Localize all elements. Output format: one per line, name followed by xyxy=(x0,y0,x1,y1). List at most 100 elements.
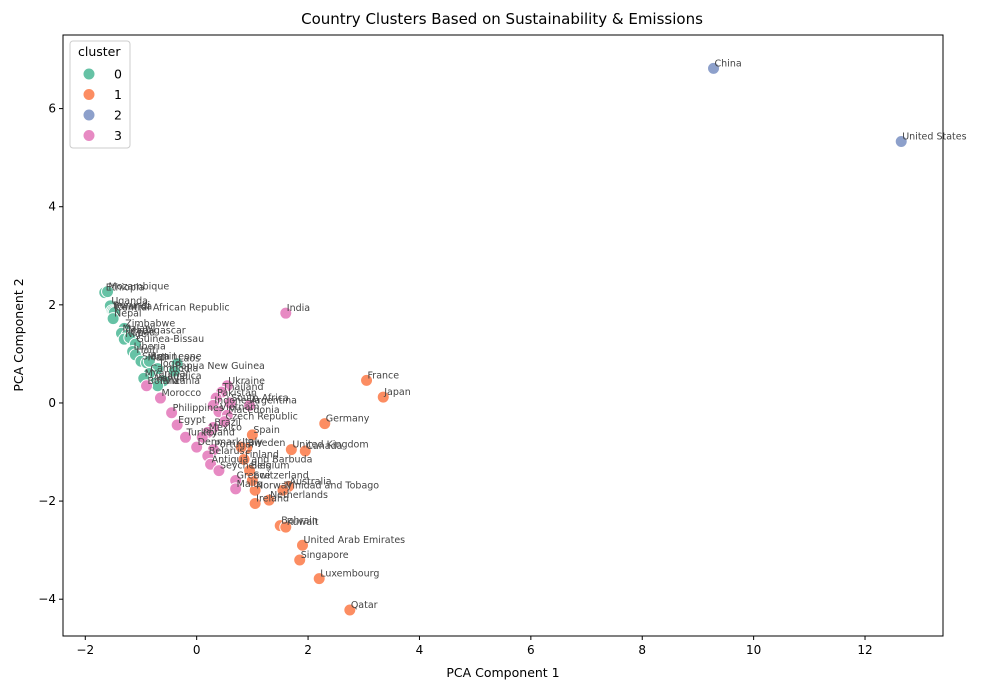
point-label: Denmark xyxy=(198,437,242,448)
point-label: Switzerland xyxy=(253,470,308,481)
data-point xyxy=(343,603,357,617)
data-point xyxy=(293,553,307,567)
chart-legend: cluster 0 1 2 3 xyxy=(69,40,131,149)
data-point xyxy=(894,134,908,148)
point-label: Turkey xyxy=(186,427,218,438)
point-label: Zimbabwe xyxy=(125,318,175,329)
point-label: Australia xyxy=(290,476,332,487)
point-label: Belarus xyxy=(209,446,245,457)
point-label: Rwanda xyxy=(114,302,152,313)
point-label: Malta xyxy=(237,479,263,490)
point-label: Norway xyxy=(256,480,292,491)
y-tick-label: −2 xyxy=(38,494,56,508)
point-label: Liberia xyxy=(134,341,166,352)
data-point xyxy=(212,464,226,478)
legend-box xyxy=(69,40,131,149)
point-label: France xyxy=(368,370,400,381)
data-point xyxy=(245,428,259,442)
point-label: Sierra Leone xyxy=(142,351,202,362)
point-label: Trinidad and Tobago xyxy=(283,480,379,491)
y-tick-label: 4 xyxy=(48,200,56,214)
data-point xyxy=(153,391,167,405)
data-point xyxy=(165,406,179,420)
point-label: India xyxy=(287,303,310,314)
data-point xyxy=(248,497,262,511)
point-label: Antigua and Barbuda xyxy=(212,454,313,465)
y-tick-label: −4 xyxy=(38,592,56,606)
point-label: Cambodia xyxy=(150,364,198,375)
point-label: Kenya xyxy=(156,373,185,384)
x-tick-label: 8 xyxy=(638,643,646,657)
data-point xyxy=(295,538,309,552)
point-label: Bolivia xyxy=(148,376,180,387)
point-label: United States xyxy=(902,131,966,142)
data-point xyxy=(318,417,332,431)
point-label: United Kingdom xyxy=(292,440,368,451)
point-label: Belgium xyxy=(251,461,290,472)
data-point xyxy=(223,396,237,410)
point-label: Guinea-Bissau xyxy=(136,334,204,345)
data-point xyxy=(360,373,374,387)
data-point xyxy=(284,443,298,457)
data-point xyxy=(190,440,204,454)
data-point xyxy=(376,390,390,404)
data-point xyxy=(279,306,293,320)
data-point xyxy=(218,415,232,429)
point-label: Pakistan xyxy=(217,388,257,399)
data-point xyxy=(195,430,209,444)
point-label: Poland xyxy=(203,427,235,438)
legend-title: cluster xyxy=(78,44,121,59)
point-label: Central African Republic xyxy=(115,303,229,314)
data-point xyxy=(167,364,181,378)
data-point xyxy=(234,440,248,454)
point-label: Greece xyxy=(237,470,271,481)
point-label: Ukraine xyxy=(228,376,265,387)
x-tick-label: 10 xyxy=(746,643,761,657)
x-tick-label: 4 xyxy=(416,643,424,657)
legend-entry: 1 xyxy=(114,87,122,102)
point-label: United Arab Emirates xyxy=(303,535,405,546)
legend-marker xyxy=(82,88,96,101)
point-label: Argentina xyxy=(251,395,297,406)
data-point xyxy=(276,483,290,497)
point-label: Myanmar xyxy=(145,368,190,379)
data-point xyxy=(170,418,184,432)
point-label: Niger xyxy=(125,329,151,340)
y-axis-label: PCA Component 2 xyxy=(11,278,26,391)
point-label: China xyxy=(715,58,742,69)
data-point xyxy=(279,520,293,534)
point-label: Czech Republic xyxy=(226,412,298,423)
point-label: Ethiopia xyxy=(106,283,145,294)
point-label: Spain xyxy=(253,425,280,436)
point-label: Thailand xyxy=(222,382,264,393)
point-label: Burundi xyxy=(113,301,150,312)
point-label: Germany xyxy=(326,414,370,425)
point-label: Mozambique xyxy=(109,282,170,293)
point-label: Finland xyxy=(245,449,279,460)
point-label: Madagascar xyxy=(128,325,186,336)
y-tick-label: 0 xyxy=(48,396,56,410)
point-label: Benin xyxy=(150,351,177,362)
point-label: Mali xyxy=(148,353,167,364)
point-label: Indonesia xyxy=(214,395,260,406)
x-axis-label: PCA Component 1 xyxy=(446,665,559,680)
point-label: Seychelles xyxy=(220,461,271,472)
data-point xyxy=(707,61,721,75)
point-label: Philippines xyxy=(173,403,224,414)
point-label: Chad xyxy=(131,328,156,339)
point-label: Italy xyxy=(242,437,263,448)
x-axis-ticks: −2 0 2 4 6 8 10 12 xyxy=(76,636,873,657)
point-label: Ireland xyxy=(256,494,289,505)
point-label: South Africa xyxy=(231,393,289,404)
y-axis-ticks: −4 −2 0 2 4 6 xyxy=(38,102,63,606)
point-label: Uganda xyxy=(111,296,148,307)
data-point xyxy=(243,398,257,412)
y-tick-label: 6 xyxy=(48,102,56,116)
x-tick-label: −2 xyxy=(76,643,94,657)
point-label: Singapore xyxy=(301,550,349,561)
point-label: Morocco xyxy=(161,388,201,399)
point-label: Tanzania xyxy=(158,376,200,387)
